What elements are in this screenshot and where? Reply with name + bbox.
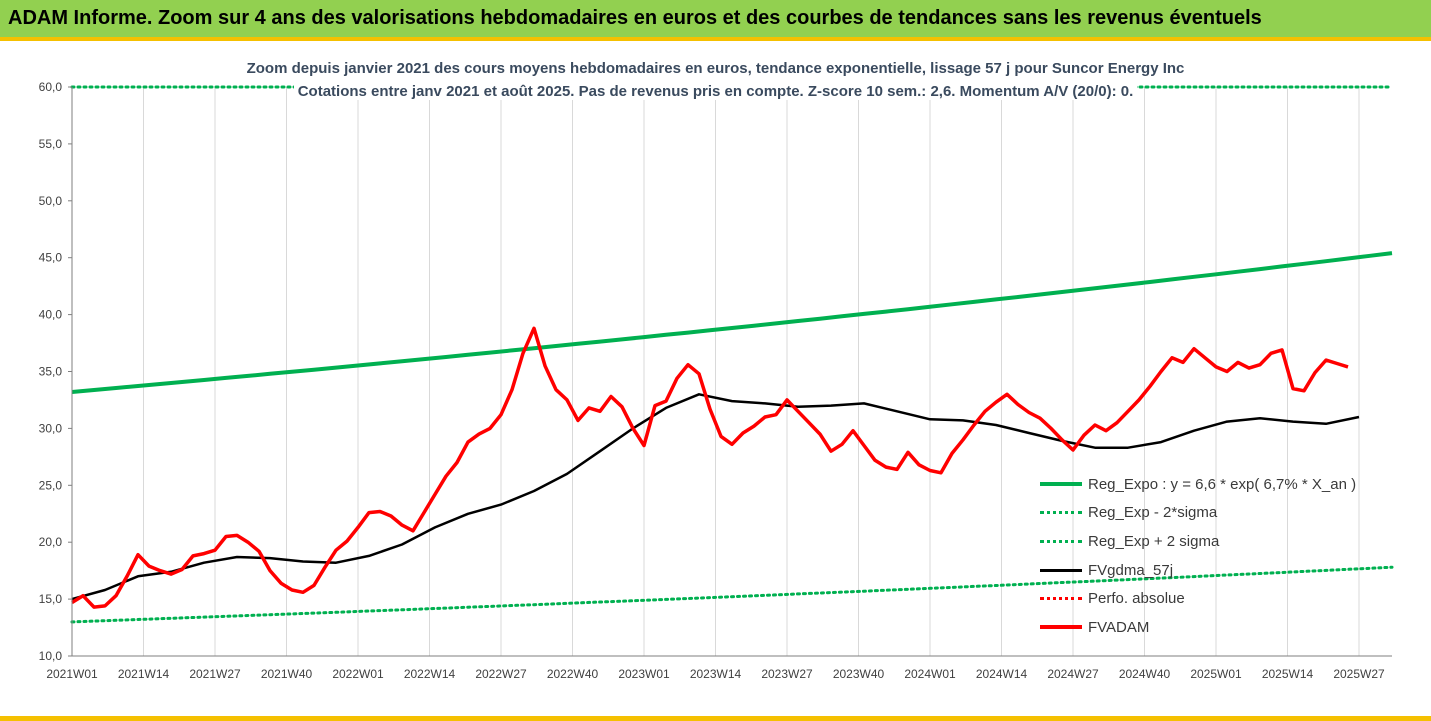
x-tick-label: 2021W01	[46, 667, 98, 681]
x-tick-label: 2021W14	[118, 667, 170, 681]
x-tick-label: 2024W40	[1119, 667, 1171, 681]
chart-legend: Reg_Expo : y = 6,6 * exp( 6,7% * X_an ) R…	[1040, 470, 1390, 642]
legend-label: Perfo. absolue	[1088, 590, 1185, 608]
legend-swatch	[1040, 568, 1082, 572]
legend-swatch	[1040, 511, 1082, 515]
series-reg-expo	[71, 251, 1393, 394]
x-tick-label: 2024W01	[904, 667, 956, 681]
x-tick-label: 2023W01	[618, 667, 670, 681]
x-tick-label: 2022W27	[475, 667, 527, 681]
y-tick-label: 50,0	[39, 194, 63, 208]
legend-label: Reg_Exp + 2 sigma	[1088, 532, 1220, 550]
legend-label: FVgdma_57j	[1088, 561, 1174, 579]
x-tick-label: 2025W27	[1333, 667, 1385, 681]
y-tick-label: 25,0	[39, 478, 63, 492]
chart-subtitle: Cotations entre janv 2021 et août 2025. …	[0, 83, 1431, 100]
chart-title: Zoom depuis janvier 2021 des cours moyen…	[0, 60, 1431, 77]
legend-label: Reg_Expo : y = 6,6 * exp( 6,7% * X_an )	[1088, 475, 1357, 493]
x-tick-label: 2022W40	[547, 667, 599, 681]
y-tick-label: 45,0	[39, 251, 63, 265]
x-tick-label: 2022W01	[332, 667, 384, 681]
chart-canvas: 2021W01 2021W14 2021W27 2021W40 2022W01 2022W…	[39, 80, 1394, 681]
x-tick-label: 2024W27	[1047, 667, 1099, 681]
y-tick-label: 55,0	[39, 137, 63, 151]
x-tick-label: 2023W27	[761, 667, 813, 681]
x-tick-label: 2022W14	[404, 667, 456, 681]
legend-swatch	[1040, 539, 1082, 543]
x-tick-label: 2024W14	[976, 667, 1028, 681]
legend-swatch	[1040, 597, 1082, 601]
legend-item: Reg_Exp + 2 sigma	[1040, 527, 1390, 556]
legend-label: FVADAM	[1088, 618, 1150, 636]
x-tick-label: 2025W01	[1190, 667, 1242, 681]
series-fvgdma-57j	[71, 393, 1360, 601]
series-fvadam	[71, 326, 1349, 609]
legend-item: FVgdma_57j	[1040, 556, 1390, 585]
y-tick-label: 60,0	[39, 80, 63, 94]
series-reg-exp-minus-2sigma	[70, 565, 1394, 624]
grid-lines	[71, 87, 1360, 656]
legend-label: Reg_Exp - 2*sigma	[1088, 504, 1218, 522]
x-tick-label: 2021W27	[189, 667, 241, 681]
legend-item: FVADAM	[1040, 613, 1390, 642]
x-tick-label: 2021W40	[261, 667, 313, 681]
legend-item: Perfo. absolue	[1040, 584, 1390, 613]
y-tick-label: 30,0	[39, 421, 63, 435]
report-banner: ADAM Informe. Zoom sur 4 ans des valoris…	[0, 0, 1431, 37]
legend-item: Reg_Exp - 2*sigma	[1040, 499, 1390, 528]
y-tick-label: 35,0	[39, 365, 63, 379]
x-tick-label: 2023W14	[690, 667, 742, 681]
y-tick-label: 40,0	[39, 308, 63, 322]
frame-bottom-border	[0, 716, 1431, 721]
legend-item: Reg_Expo : y = 6,6 * exp( 6,7% * X_an )	[1040, 470, 1390, 499]
x-tick-label: 2025W14	[1262, 667, 1314, 681]
legend-swatch	[1040, 625, 1082, 630]
y-tick-label: 10,0	[39, 649, 63, 663]
y-tick-label: 20,0	[39, 535, 63, 549]
legend-swatch	[1040, 482, 1082, 487]
axes: 2021W01 2021W14 2021W27 2021W40 2022W01 2022W…	[39, 80, 1392, 681]
y-tick-label: 15,0	[39, 592, 63, 606]
x-tick-label: 2023W40	[833, 667, 885, 681]
frame-top-border	[0, 37, 1431, 41]
